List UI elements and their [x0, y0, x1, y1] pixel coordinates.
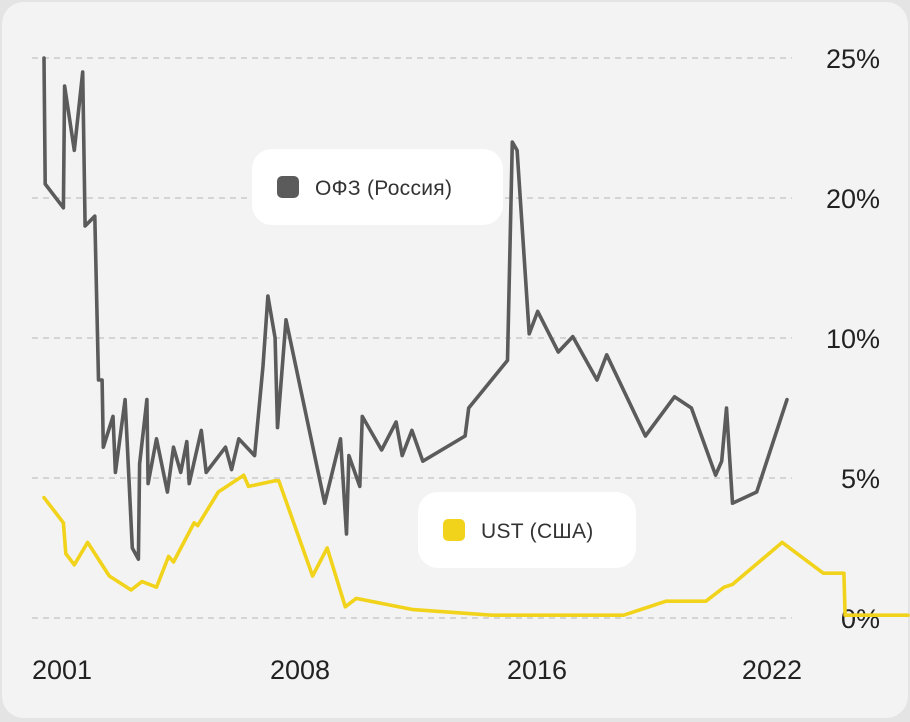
y-tick-label: 10% — [826, 324, 880, 354]
legend-label: UST (США) — [481, 520, 594, 543]
legend-ofz: ОФЗ (Россия) — [252, 149, 503, 225]
y-tick-label: 0% — [841, 604, 880, 634]
y-tick-label: 5% — [841, 464, 880, 494]
legend-swatch — [277, 176, 299, 198]
legend-swatch — [443, 519, 465, 541]
y-tick-label: 20% — [826, 184, 880, 214]
legend-badge — [418, 492, 636, 568]
y-tick-label: 25% — [826, 44, 880, 74]
gridlines — [32, 57, 792, 619]
x-tick-label: 2016 — [507, 655, 567, 685]
x-axis-ticks: 2001 2008 2016 2022 — [32, 655, 802, 685]
legends: ОФЗ (Россия) UST (США) — [252, 149, 636, 568]
legend-ust: UST (США) — [418, 492, 636, 568]
legend-label: ОФЗ (Россия) — [315, 177, 452, 200]
x-tick-label: 2001 — [32, 655, 92, 685]
x-tick-label: 2022 — [742, 655, 802, 685]
y-axis-ticks: 25% 20% 10% 5% 0% — [826, 44, 880, 634]
x-tick-label: 2008 — [270, 655, 330, 685]
legend-badge — [252, 149, 503, 225]
series-lines — [42, 56, 910, 617]
series-line-ofz — [42, 56, 789, 561]
series-line-ust — [42, 473, 910, 617]
